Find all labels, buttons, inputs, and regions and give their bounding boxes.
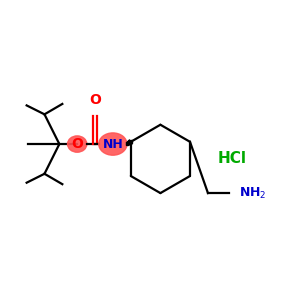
Bar [128, 142, 130, 144]
Bar [128, 141, 131, 144]
Ellipse shape [99, 133, 127, 155]
Bar [126, 144, 128, 145]
Text: O: O [89, 94, 101, 107]
Bar [129, 141, 131, 143]
Ellipse shape [68, 136, 87, 152]
Text: NH$_2$: NH$_2$ [239, 185, 266, 201]
Text: NH: NH [103, 138, 124, 152]
Bar [130, 140, 132, 143]
Bar [126, 143, 129, 144]
Bar [127, 142, 129, 144]
Text: HCl: HCl [217, 152, 246, 166]
Text: O: O [71, 137, 83, 151]
